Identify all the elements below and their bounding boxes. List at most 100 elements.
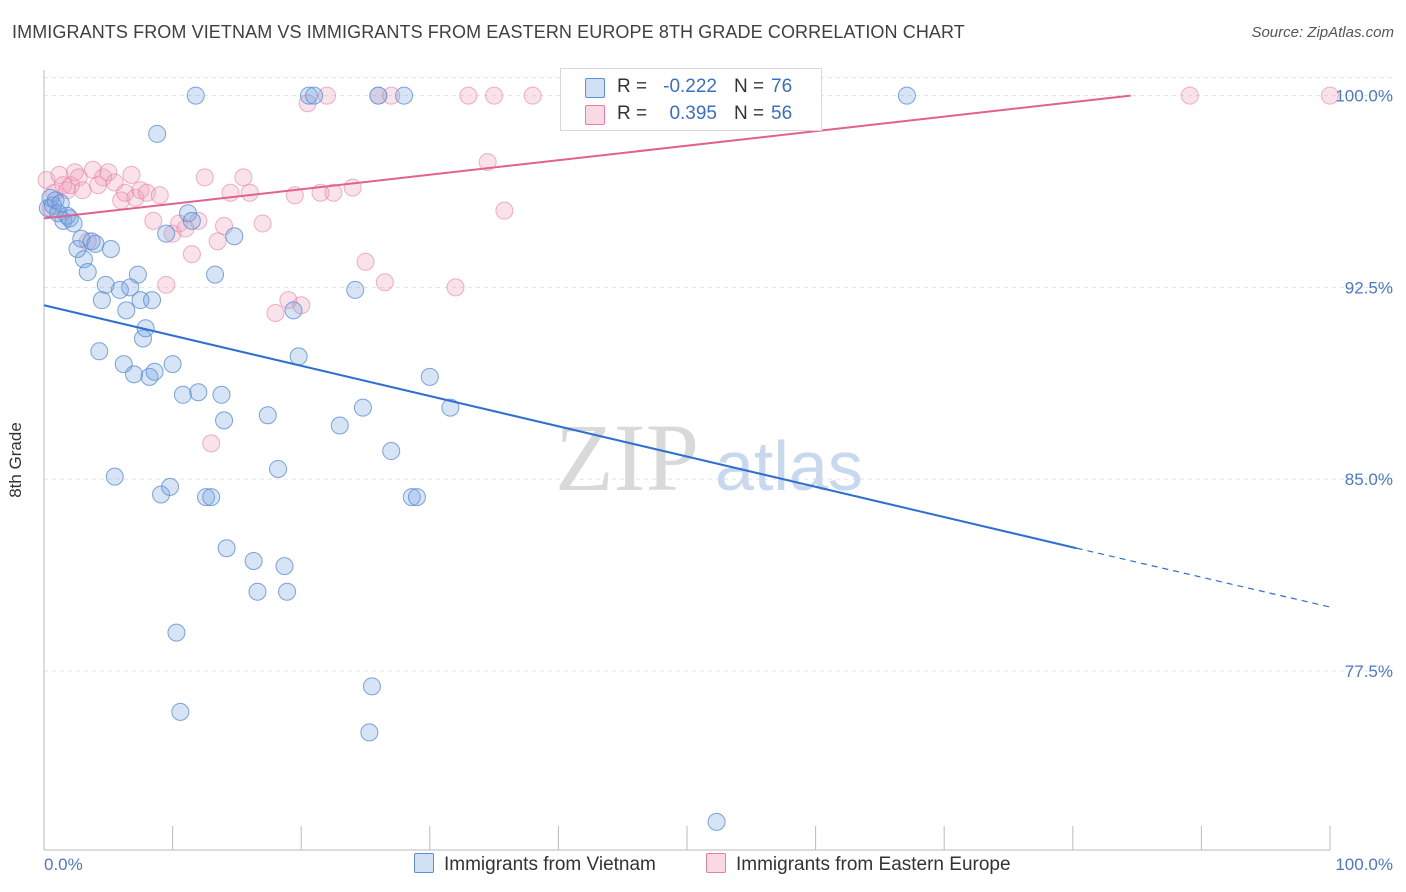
eastern-europe-point	[240, 183, 259, 202]
vietnam-point	[186, 86, 205, 105]
vietnam-point	[64, 214, 83, 233]
watermark: ZIP atlas	[555, 404, 863, 511]
legend-swatch-vietnam	[414, 853, 434, 873]
y-tick-label: 100.0%	[1335, 87, 1393, 106]
eastern-europe-point	[478, 153, 497, 172]
eastern-europe-point	[1321, 86, 1339, 105]
legend-r-value-vietnam: -0.222	[663, 76, 717, 97]
y-tick-label: 92.5%	[1345, 278, 1393, 297]
eastern-europe-point	[157, 275, 176, 294]
eastern-europe-point	[150, 186, 169, 205]
legend-n-value-vietnam: 76	[771, 76, 793, 97]
eastern-europe-point	[73, 181, 92, 200]
eastern-europe-point	[317, 86, 336, 105]
trend-lines	[43, 94, 1331, 608]
legend-r-label: R =	[617, 103, 648, 124]
eastern-europe-point	[523, 86, 542, 105]
legend-swatch-eastern-europe	[585, 105, 605, 125]
eastern-europe-points	[37, 86, 1339, 453]
vietnam-point	[897, 86, 916, 105]
x-tick-label-end: 100.0%	[1335, 855, 1393, 874]
vietnam-point	[134, 329, 153, 348]
eastern-europe-point	[208, 232, 227, 251]
legend-swatch-eastern-europe	[706, 853, 726, 873]
vietnam-point	[369, 86, 388, 105]
chart-title: IMMIGRANTS FROM VIETNAM VS IMMIGRANTS FR…	[12, 22, 965, 42]
eastern-europe-point	[298, 94, 317, 113]
vietnam-points	[38, 86, 916, 831]
eastern-europe-point	[94, 168, 113, 187]
eastern-europe-point	[195, 168, 214, 187]
vietnam-point	[117, 301, 136, 320]
vietnam-point	[157, 224, 176, 243]
vietnam-point	[215, 411, 234, 430]
vietnam-point	[707, 812, 726, 831]
gridlines	[44, 77, 1395, 672]
eastern-europe-point	[122, 165, 141, 184]
vietnam-point	[128, 265, 147, 284]
vietnam-point	[189, 383, 208, 402]
series-legend: Immigrants from Vietnam Immigrants from …	[0, 850, 1406, 880]
vietnam-trend-line-extension	[1076, 547, 1331, 608]
vietnam-point	[382, 442, 401, 461]
vietnam-point	[163, 355, 182, 374]
vietnam-point	[101, 240, 120, 259]
vietnam-point	[360, 723, 379, 742]
vietnam-point	[269, 459, 288, 478]
vietnam-point	[212, 385, 231, 404]
vietnam-point	[96, 275, 115, 294]
vietnam-point	[402, 488, 421, 507]
source-label: Source: ZipAtlas.com	[1251, 24, 1394, 41]
vietnam-point	[346, 280, 365, 299]
vietnam-point	[92, 291, 111, 310]
eastern-europe-point	[375, 273, 394, 292]
eastern-europe-point	[495, 201, 514, 220]
eastern-europe-point	[189, 211, 208, 230]
vietnam-point	[148, 124, 167, 143]
legend-n-label: N =	[734, 103, 765, 124]
eastern-europe-point	[324, 183, 343, 202]
vietnam-point	[152, 485, 171, 504]
vietnam-point	[441, 398, 460, 417]
legend-n-label: N =	[734, 76, 765, 97]
vietnam-point	[171, 702, 190, 721]
eastern-europe-trend-line	[43, 94, 1131, 220]
vietnam-point	[68, 240, 87, 259]
vietnam-point	[395, 86, 414, 105]
vietnam-point	[173, 385, 192, 404]
legend-item-eastern-europe: Immigrants from Eastern Europe	[706, 853, 1011, 876]
vietnam-point	[248, 582, 267, 601]
legend-swatch-vietnam	[585, 78, 605, 98]
eastern-europe-point	[356, 252, 375, 271]
y-tick-label: 77.5%	[1345, 662, 1393, 681]
tick-labels: 77.5% 85.0% 92.5% 100.0% 0.0% 100.0%	[44, 87, 1393, 874]
vietnam-point	[167, 623, 186, 642]
eastern-europe-point	[234, 168, 253, 187]
vietnam-point	[362, 677, 381, 696]
vietnam-point	[258, 406, 277, 425]
legend-label-eastern-europe: Immigrants from Eastern Europe	[736, 854, 1011, 875]
vietnam-point	[330, 416, 349, 435]
vietnam-point	[299, 86, 318, 105]
eastern-europe-point	[50, 165, 69, 184]
vietnam-point	[244, 552, 263, 571]
vietnam-point	[289, 347, 308, 366]
legend-r-label: R =	[617, 76, 648, 97]
eastern-europe-point	[485, 86, 504, 105]
legend-n-value-eastern-europe: 56	[771, 103, 793, 124]
vietnam-point	[197, 488, 216, 507]
vietnam-point	[305, 86, 324, 105]
eastern-europe-point	[446, 278, 465, 297]
vietnam-point	[72, 229, 91, 248]
vietnam-point	[86, 234, 105, 253]
vietnam-point	[420, 367, 439, 386]
eastern-europe-point	[253, 214, 272, 233]
vietnam-point	[217, 539, 236, 558]
legend-row-vietnam: R = -0.222 N = 76	[561, 74, 821, 100]
eastern-europe-point	[266, 303, 285, 322]
eastern-europe-point	[202, 434, 221, 453]
vietnam-point	[202, 488, 221, 507]
stats-legend: R = -0.222 N = 76 R = 0.395 N = 56	[560, 68, 822, 131]
vietnam-point	[206, 265, 225, 284]
